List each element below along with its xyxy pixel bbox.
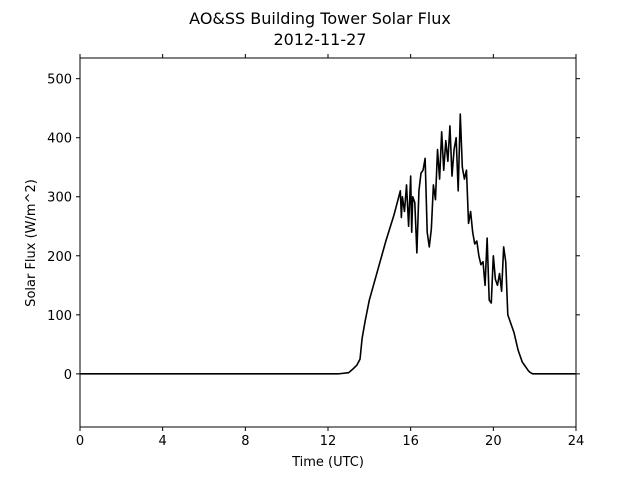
chart-subtitle: 2012-11-27 bbox=[274, 30, 367, 49]
x-tick-label: 16 bbox=[402, 434, 419, 449]
x-tick-label: 8 bbox=[241, 434, 249, 449]
y-tick-label: 200 bbox=[47, 250, 72, 265]
chart-title: AO&SS Building Tower Solar Flux bbox=[189, 9, 451, 28]
y-axis-ticks: 0 100 200 300 400 500 bbox=[47, 73, 580, 383]
y-tick-label: 100 bbox=[47, 309, 72, 324]
y-tick-label: 300 bbox=[47, 191, 72, 206]
x-axis-ticks: 0 4 8 12 16 20 24 bbox=[76, 54, 584, 449]
y-tick-label: 500 bbox=[47, 73, 72, 88]
x-tick-label: 12 bbox=[320, 434, 337, 449]
series-line-solar-flux bbox=[80, 113, 576, 375]
y-tick-label: 0 bbox=[64, 368, 72, 383]
x-tick-label: 0 bbox=[76, 434, 84, 449]
x-tick-label: 24 bbox=[568, 434, 585, 449]
plot-frame bbox=[79, 57, 577, 428]
y-axis-label: Solar Flux (W/m^2) bbox=[24, 179, 39, 307]
y-tick-label: 400 bbox=[47, 132, 72, 147]
x-axis-label: Time (UTC) bbox=[291, 455, 364, 470]
x-tick-label: 20 bbox=[485, 434, 502, 449]
x-tick-label: 4 bbox=[159, 434, 167, 449]
